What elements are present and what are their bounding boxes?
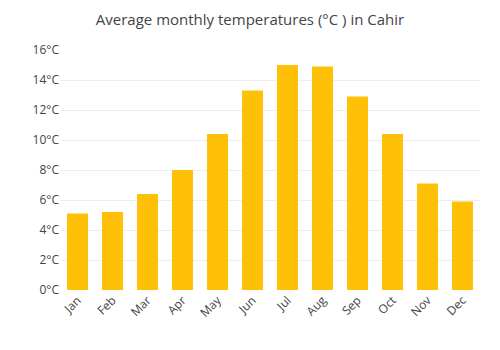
svg-text:Apr: Apr [164,292,190,318]
svg-text:16°C: 16°C [33,41,60,58]
svg-text:4°C: 4°C [39,221,59,238]
svg-text:May: May [196,291,225,320]
svg-text:Dec: Dec [443,292,470,319]
svg-text:8°C: 8°C [39,161,59,178]
svg-text:Oct: Oct [374,292,400,318]
svg-text:Jan: Jan [60,292,85,317]
svg-text:Feb: Feb [93,292,119,318]
svg-text:12°C: 12°C [33,101,60,118]
svg-text:14°C: 14°C [33,71,60,88]
svg-text:Jul: Jul [272,292,294,314]
svg-text:Aug: Aug [302,292,330,320]
svg-text:Mar: Mar [127,292,155,320]
svg-text:Jun: Jun [234,292,259,317]
svg-text:10°C: 10°C [33,131,60,148]
svg-text:Average monthly temperatures (: Average monthly temperatures (°C ) in Ca… [96,9,404,29]
svg-text:Nov: Nov [407,292,435,320]
svg-text:0°C: 0°C [39,281,59,298]
svg-text:6°C: 6°C [39,191,59,208]
svg-text:2°C: 2°C [39,251,59,268]
svg-text:Sep: Sep [338,292,365,319]
